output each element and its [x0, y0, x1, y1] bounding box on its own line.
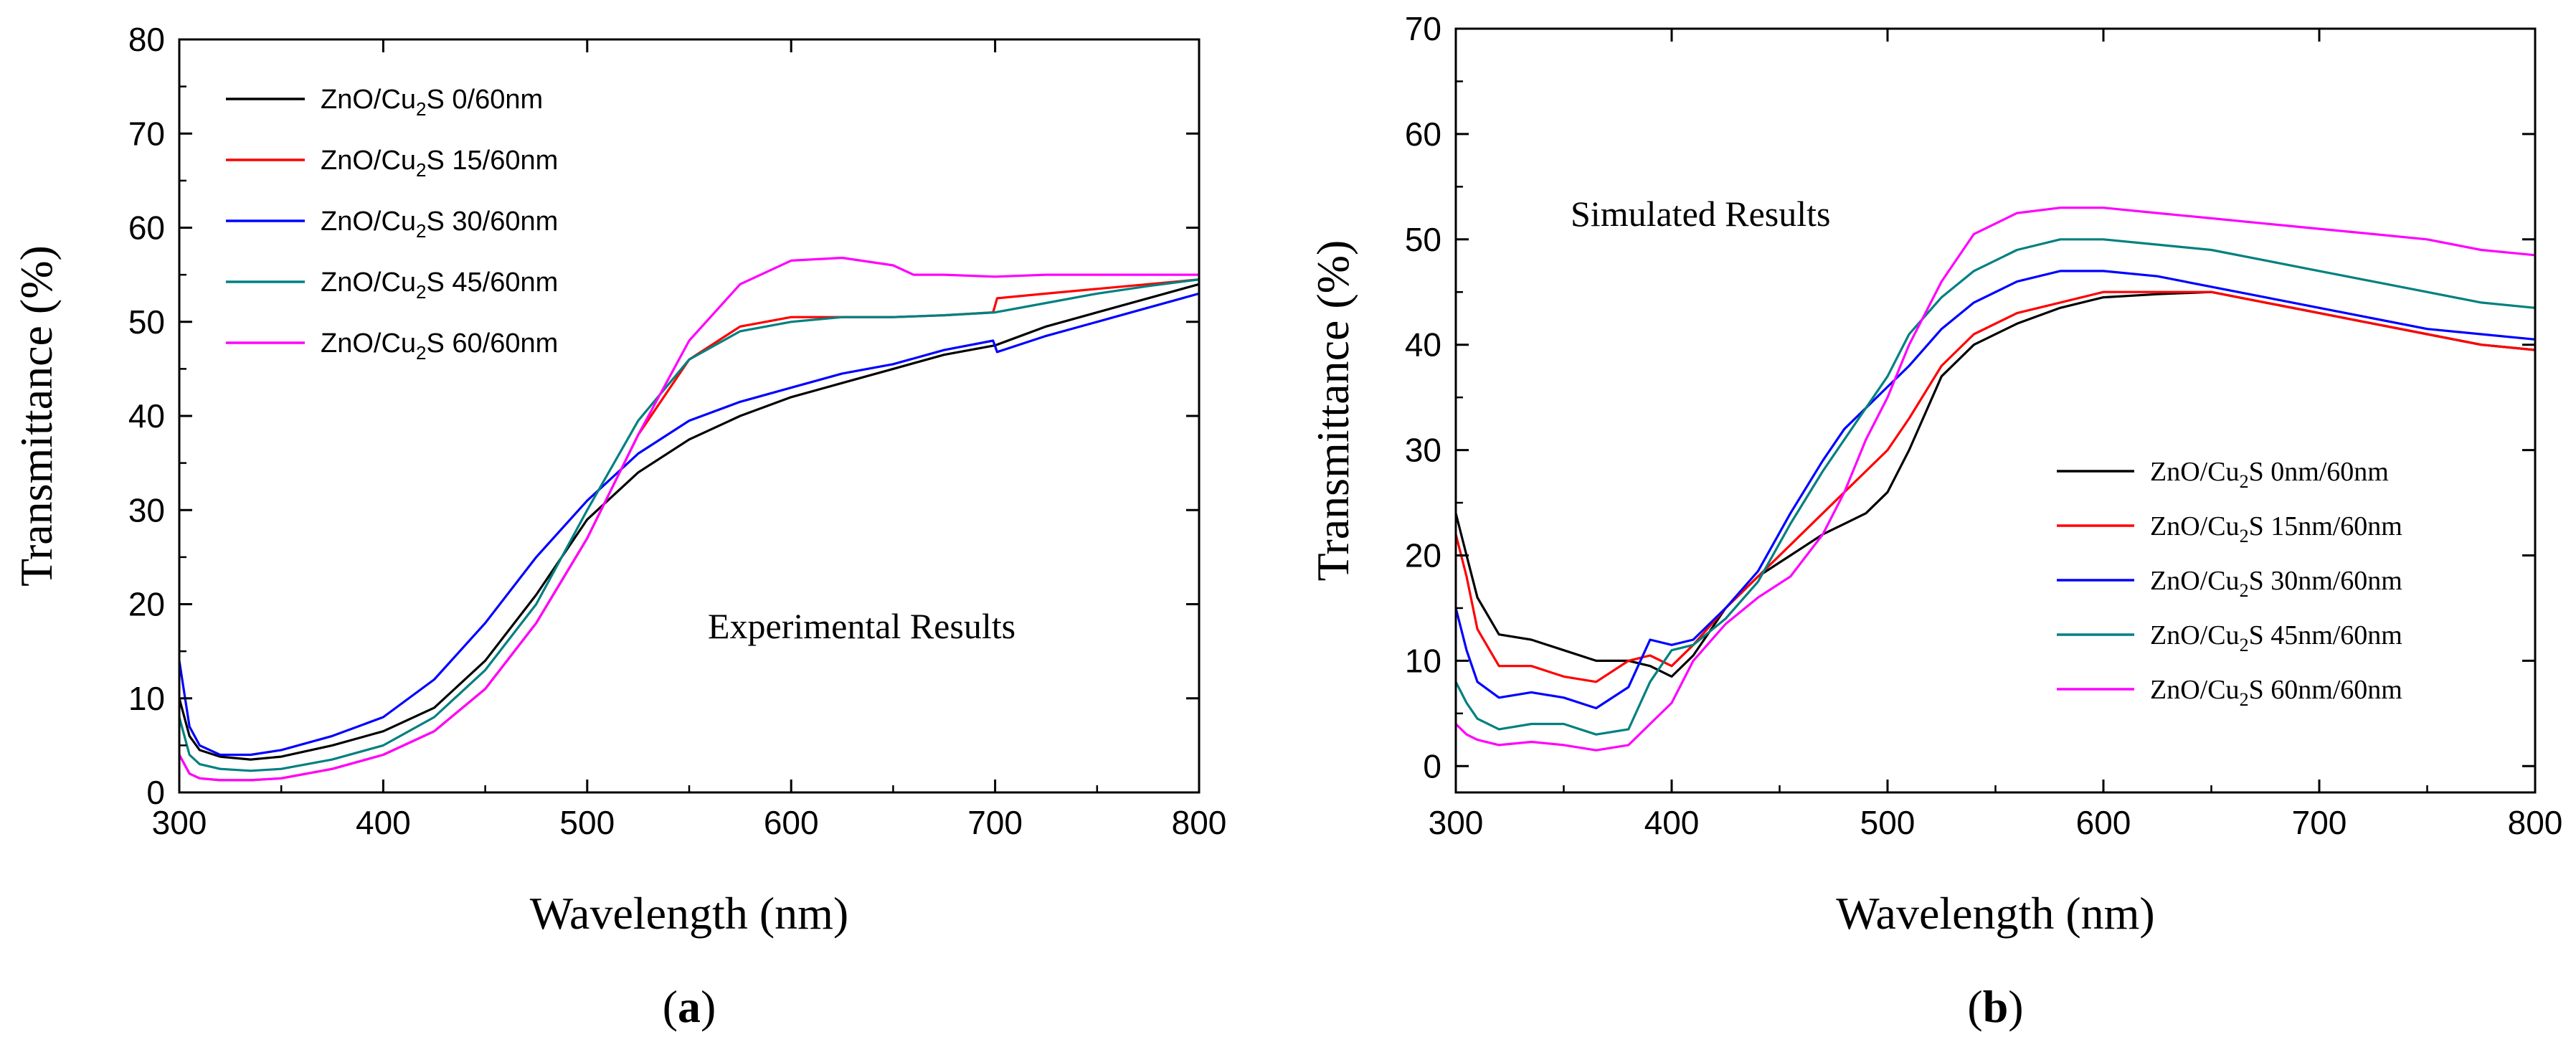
chart-b-y-tick-label: 70	[1405, 10, 1441, 47]
chart-b-series-line-3	[1456, 270, 2535, 710]
chart-a-x-tick-label: 600	[764, 804, 819, 841]
chart-b-x-axis-title: Wavelength (nm)	[1836, 888, 2154, 939]
chart-b-legend-label-5: ZnO/Cu2S 60nm/60nm	[2150, 675, 2402, 710]
chart-b-x-tick-label: 600	[2076, 804, 2131, 841]
chart-a-y-tick-label: 80	[128, 21, 165, 58]
chart-b-x-tick-label: 800	[2508, 804, 2563, 841]
chart-a-legend-label-5: ZnO/Cu2S 60/60nm	[321, 328, 558, 364]
chart-a-y-tick-label: 50	[128, 303, 165, 341]
chart-a-x-tick-label: 800	[1172, 804, 1227, 841]
chart-a-legend-label-2: ZnO/Cu2S 15/60nm	[321, 146, 558, 181]
chart-a-y-tick-label: 40	[128, 397, 165, 435]
chart-a-y-tick-label: 20	[128, 586, 165, 623]
chart-a-series-line-4	[179, 278, 1199, 772]
chart-b-annotation: Simulated Results	[1571, 194, 1831, 234]
chart-b-y-axis-title: Transmittance (%)	[1307, 240, 1358, 582]
chart-b-x-tick-label: 400	[1644, 804, 1700, 841]
chart-a-x-tick-label: 400	[356, 804, 411, 841]
chart-a-series-line-1	[179, 283, 1199, 761]
chart-a-x-tick-label: 700	[967, 804, 1023, 841]
chart-a-x-axis-title: Wavelength (nm)	[530, 888, 848, 939]
chart-a-legend: ZnO/Cu2S 0/60nm ZnO/Cu2S 15/60nm ZnO/Cu2S …	[226, 85, 558, 364]
chart-a-y-tick-label: 70	[128, 115, 165, 152]
chart-a-panel-label: (a)	[663, 981, 716, 1032]
chart-a-y-tick-label: 60	[128, 209, 165, 247]
chart-b-y-tick-label: 50	[1405, 221, 1441, 258]
chart-b-legend-label-1: ZnO/Cu2S 0nm/60nm	[2150, 457, 2389, 492]
chart-b-x-tick-label: 300	[1429, 804, 1484, 841]
chart-a-y-tick-label: 30	[128, 491, 165, 529]
chart-a-legend-label-4: ZnO/Cu2S 45/60nm	[321, 267, 558, 303]
chart-a-y-axis-title: Transmittance (%)	[11, 245, 62, 587]
chart-b-panel-label: (b)	[1967, 981, 2023, 1032]
chart-a-annotation: Experimental Results	[708, 606, 1015, 646]
chart-b-y-tick-label: 30	[1405, 432, 1441, 469]
chart-b-legend-label-4: ZnO/Cu2S 45nm/60nm	[2150, 620, 2402, 655]
chart-b-legend-label-2: ZnO/Cu2S 15nm/60nm	[2150, 511, 2402, 546]
chart-b-x-tick-label: 500	[1860, 804, 1916, 841]
chart-a-series-line-5	[179, 256, 1199, 782]
chart-a-legend-label-3: ZnO/Cu2S 30/60nm	[321, 207, 558, 242]
chart-b-series-line-5	[1456, 207, 2535, 752]
chart-b-y-tick-label: 10	[1405, 642, 1441, 679]
chart-b: 300 400 500 600 700 800 0 10 20 30 40 50 60 70 Wavelen…	[1307, 10, 2562, 1032]
chart-a-y-tick-label: 10	[128, 680, 165, 717]
chart-b-legend-label-3: ZnO/Cu2S 30nm/60nm	[2150, 566, 2402, 601]
chart-a-x-tick-label: 500	[559, 804, 615, 841]
chart-b-series-line-4	[1456, 238, 2535, 736]
chart-b-y-tick-label: 0	[1423, 747, 1441, 785]
chart-a-series-line-3	[179, 292, 1199, 757]
chart-b-series-line-2	[1456, 290, 2535, 683]
chart-b-y-tick-label: 40	[1405, 326, 1441, 364]
chart-a-legend-label-1: ZnO/Cu2S 0/60nm	[321, 85, 543, 120]
chart-a-x-tick-label: 300	[152, 804, 207, 841]
chart-a: 300 400 500 600 700 800 0 10 20 30 40 50 60 70 80 Wavel…	[11, 21, 1226, 1032]
chart-b-x-tick-label: 700	[2292, 804, 2347, 841]
chart-b-y-tick-label: 20	[1405, 536, 1441, 574]
chart-b-y-tick-label: 60	[1405, 115, 1441, 153]
chart-a-y-tick-label: 0	[146, 774, 165, 811]
chart-b-legend: ZnO/Cu2S 0nm/60nm ZnO/Cu2S 15nm/60nm ZnO/C…	[2057, 457, 2402, 710]
